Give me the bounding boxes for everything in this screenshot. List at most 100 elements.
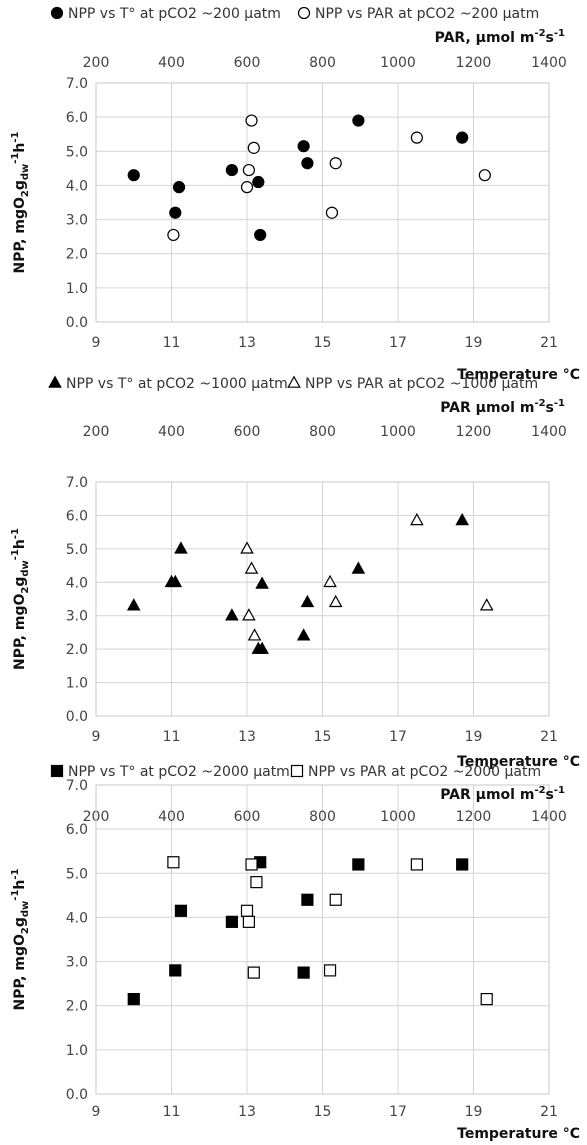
y-axis-title: NPP, mgO2gdw-1h-1 (10, 131, 31, 273)
bottom-tick-label: 19 (465, 729, 483, 745)
data-point (245, 858, 258, 871)
bottom-tick-label: 21 (540, 335, 558, 351)
data-point (478, 169, 491, 182)
bottom-tick-label: 13 (238, 335, 256, 351)
y-tick-label: 5.0 (66, 144, 88, 160)
data-point (174, 904, 188, 917)
top-axis-title-main: PAR, µmol m (435, 30, 535, 46)
data-point (247, 141, 260, 154)
y-tick-label: 7.0 (66, 778, 88, 794)
y-tick-label: 1.0 (66, 676, 88, 692)
data-point (172, 181, 186, 194)
y-tick-label: 5.0 (66, 542, 88, 558)
data-point (174, 541, 188, 554)
y-axis-title-sup: -1 (10, 549, 21, 560)
y-axis-title-main: NPP, mgO (12, 934, 28, 1010)
y-axis-title-sub: 2 (20, 587, 31, 594)
y-axis-title-sup: -1 (10, 868, 21, 879)
legend-marker (297, 6, 311, 20)
series-2 (167, 114, 491, 242)
y-axis-title-sub: 2 (20, 190, 31, 197)
legend-marker (287, 375, 301, 388)
y-axis-title-h: h (12, 143, 28, 153)
top-tick-label: 1400 (531, 424, 567, 440)
top-tick-label: 400 (158, 424, 185, 440)
bottom-tick-label: 13 (238, 729, 256, 745)
bottom-tick-label: 17 (389, 335, 407, 351)
data-point (225, 915, 238, 928)
data-point (328, 594, 343, 608)
bottom-tick-label: 15 (314, 729, 332, 745)
y-tick-label: 7.0 (66, 76, 88, 92)
top-axis-title-mid: s (546, 400, 554, 416)
top-tick-label: 800 (309, 424, 336, 440)
legend-marker (48, 375, 62, 388)
top-axis-title-sup: -2 (534, 398, 545, 409)
data-point (296, 628, 311, 641)
data-point (168, 574, 183, 588)
bottom-tick-label: 9 (92, 1104, 101, 1120)
data-point (242, 608, 256, 621)
y-axis-title-sub: dw (20, 164, 31, 180)
data-point (169, 206, 182, 219)
top-axis-title-sup: -1 (554, 398, 565, 409)
data-point (167, 228, 180, 242)
data-point (323, 574, 337, 588)
y-axis-title-g: g (12, 180, 28, 190)
series-2 (240, 512, 494, 641)
chart-panel-1: 0.01.02.03.04.05.06.07.09 11 13 15 17 19 21200… (10, 6, 580, 383)
y-tick-label: 5.0 (66, 866, 88, 882)
data-point (456, 858, 469, 871)
data-point (410, 858, 423, 871)
data-point (479, 598, 494, 611)
data-point (247, 628, 262, 641)
y-tick-label: 6.0 (66, 508, 88, 524)
plot-frame (95, 481, 550, 717)
y-tick-label: 3.0 (66, 213, 88, 229)
data-point (240, 904, 254, 917)
data-point (301, 157, 314, 170)
bottom-axis-title: Temperature °C (457, 1126, 580, 1142)
y-axis-title-sup: -1 (10, 528, 21, 539)
y-tick-label: 1.0 (66, 1043, 88, 1059)
data-point (325, 206, 339, 219)
legend-label: NPP vs PAR at pCO2 ~2000 µatm (308, 764, 541, 780)
top-tick-label: 400 (158, 809, 185, 825)
data-point (455, 512, 469, 526)
top-tick-label: 600 (234, 809, 261, 825)
y-tick-label: 3.0 (66, 955, 88, 971)
data-point (245, 114, 258, 127)
top-axis-title: PAR, µmol m-2s-1 (435, 28, 565, 46)
data-point (297, 140, 310, 153)
y-tick-label: 0.0 (66, 709, 88, 725)
top-tick-label: 1000 (380, 809, 416, 825)
series-1 (127, 114, 469, 242)
bottom-tick-label: 15 (314, 335, 332, 351)
data-point (225, 163, 238, 177)
y-tick-label: 1.0 (66, 281, 88, 297)
y-tick-label: 2.0 (66, 247, 88, 263)
data-point (127, 169, 140, 182)
y-tick-label: 4.0 (66, 910, 88, 926)
data-point (254, 228, 267, 242)
data-point (329, 157, 342, 170)
y-axis-title: NPP, mgO2gdw-1h-1 (10, 868, 31, 1010)
data-point (167, 856, 180, 869)
bottom-tick-label: 17 (389, 1104, 407, 1120)
top-tick-label: 1400 (531, 55, 567, 71)
legend-label: NPP vs T° at pCO2 ~200 µatm (68, 6, 281, 22)
top-tick-label: 1200 (456, 55, 492, 71)
data-point (329, 893, 342, 906)
top-axis-title-sup: -2 (534, 785, 545, 796)
data-point (169, 964, 182, 977)
data-point (255, 576, 269, 589)
data-point (244, 561, 259, 574)
series-1 (126, 512, 469, 654)
top-tick-label: 600 (234, 424, 261, 440)
top-tick-label: 800 (309, 809, 336, 825)
top-tick-label: 200 (83, 424, 110, 440)
y-axis-title-h: h (12, 539, 28, 549)
y-axis-title-main: NPP, mgO (12, 594, 28, 670)
legend-label: NPP vs PAR at pCO2 ~200 µatm (315, 6, 539, 22)
